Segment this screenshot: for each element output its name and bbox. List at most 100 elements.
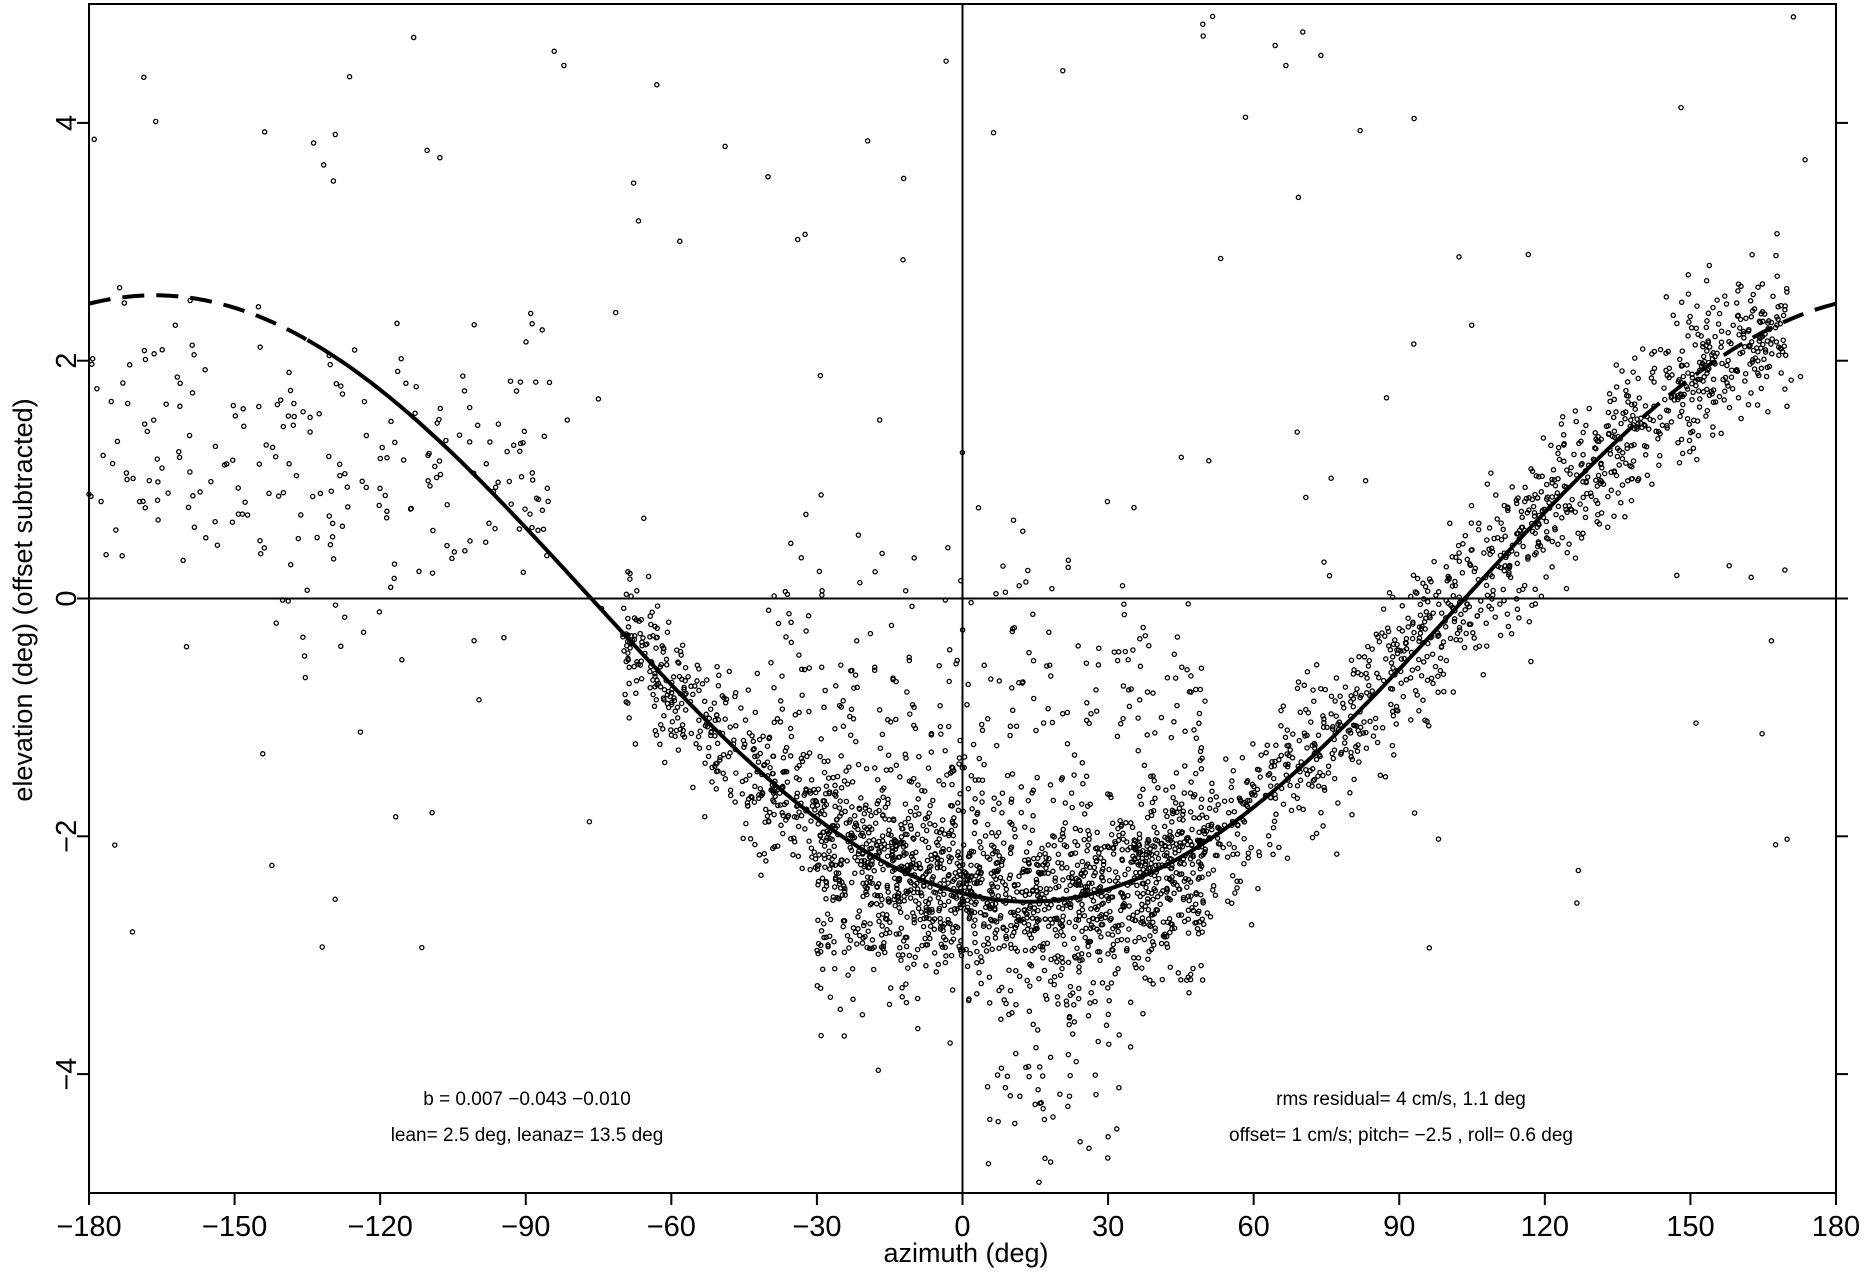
- scatter-point: [1735, 312, 1741, 319]
- scatter-point: [1415, 656, 1422, 663]
- scatter-point: [647, 668, 653, 675]
- scatter-point: [1722, 293, 1728, 299]
- scatter-point: [808, 777, 815, 783]
- scatter-point: [907, 895, 914, 901]
- scatter-point: [191, 524, 198, 531]
- scatter-point: [898, 834, 905, 840]
- scatter-point: [1328, 475, 1334, 481]
- scatter-point: [963, 946, 969, 953]
- scatter-point: [680, 732, 686, 738]
- scatter-point: [1202, 698, 1208, 704]
- scatter-point: [363, 484, 370, 491]
- scatter-point: [357, 729, 364, 735]
- scatter-point: [518, 474, 525, 480]
- scatter-point: [1166, 844, 1173, 850]
- scatter-point: [914, 880, 920, 887]
- scatter-point: [875, 951, 882, 957]
- scatter-point: [1668, 419, 1675, 425]
- scatter-point: [980, 942, 987, 948]
- scatter-point: [866, 945, 873, 952]
- scatter-point: [451, 549, 458, 555]
- scatter-point: [1601, 470, 1608, 477]
- scatter-point: [1009, 933, 1016, 939]
- scatter-point: [1090, 915, 1097, 922]
- scatter-point: [1250, 741, 1256, 747]
- scatter-point: [501, 634, 507, 641]
- scatter-point: [1039, 1073, 1046, 1079]
- scatter-point: [770, 797, 776, 803]
- scatter-point: [1294, 795, 1301, 802]
- scatter-point: [1168, 734, 1175, 741]
- scatter-point: [1350, 703, 1357, 710]
- scatter-point: [1356, 759, 1362, 765]
- scatter-point: [838, 810, 845, 817]
- scatter-point: [902, 801, 909, 807]
- scatter-point: [825, 830, 832, 837]
- scatter-point: [1655, 428, 1662, 435]
- scatter-point: [1593, 477, 1599, 484]
- scatter-point: [1634, 416, 1640, 422]
- scatter-point: [955, 807, 962, 814]
- scatter-point: [900, 175, 907, 182]
- scatter-point: [706, 744, 712, 751]
- scatter-point: [1161, 934, 1168, 940]
- scatter-point: [799, 758, 806, 765]
- scatter-point: [1096, 928, 1102, 935]
- scatter-point: [1531, 551, 1538, 558]
- scatter-point: [927, 820, 933, 827]
- scatter-point: [977, 909, 984, 916]
- scatter-point: [861, 863, 867, 870]
- scatter-point: [1089, 880, 1095, 886]
- scatter-point: [722, 699, 729, 706]
- scatter-point: [1064, 864, 1070, 871]
- scatter-point: [907, 808, 914, 815]
- scatter-point: [1032, 1101, 1038, 1108]
- scatter-point: [894, 885, 900, 892]
- scatter-point: [1272, 42, 1278, 49]
- scatter-point: [141, 74, 147, 81]
- scatter-point: [1520, 543, 1526, 550]
- scatter-point: [925, 900, 932, 907]
- scatter-point: [410, 34, 417, 41]
- scatter-point: [1286, 742, 1292, 749]
- scatter-point: [998, 1065, 1005, 1071]
- scatter-point: [741, 744, 747, 751]
- scatter-point: [1119, 856, 1125, 862]
- scatter-point: [862, 883, 868, 890]
- scatter-point: [436, 458, 443, 464]
- scatter-point: [1167, 964, 1174, 970]
- scatter-point: [1630, 369, 1636, 375]
- scatter-point: [950, 832, 957, 839]
- scatter-point: [980, 923, 987, 929]
- scatter-point: [1389, 742, 1396, 749]
- scatter-point: [140, 498, 146, 505]
- scatter-point: [937, 915, 943, 922]
- scatter-point: [909, 603, 915, 610]
- scatter-point: [635, 218, 642, 224]
- scatter-point: [261, 129, 268, 135]
- scatter-point: [814, 802, 821, 808]
- scatter-point: [733, 723, 739, 729]
- scatter-point: [1449, 554, 1455, 560]
- scatter-point: [819, 875, 826, 882]
- scatter-point: [1012, 834, 1018, 840]
- scatter-point: [136, 498, 143, 505]
- scatter-point: [1176, 805, 1183, 812]
- scatter-point: [863, 765, 870, 772]
- scatter-point: [821, 704, 827, 711]
- scatter-point: [1200, 21, 1206, 27]
- scatter-point: [888, 622, 895, 629]
- scatter-point: [1046, 629, 1052, 636]
- scatter-point: [1086, 836, 1092, 842]
- scatter-point: [837, 1006, 844, 1013]
- scatter-point: [978, 980, 984, 987]
- scatter-point: [1171, 879, 1178, 886]
- scatter-point: [963, 870, 969, 877]
- scatter-point: [972, 796, 978, 802]
- scatter-point: [793, 775, 800, 781]
- scatter-point: [1733, 300, 1740, 306]
- scatter-point: [1110, 845, 1117, 852]
- scatter-point: [1472, 565, 1479, 572]
- scatter-point: [1042, 850, 1048, 857]
- scatter-point: [1092, 998, 1098, 1005]
